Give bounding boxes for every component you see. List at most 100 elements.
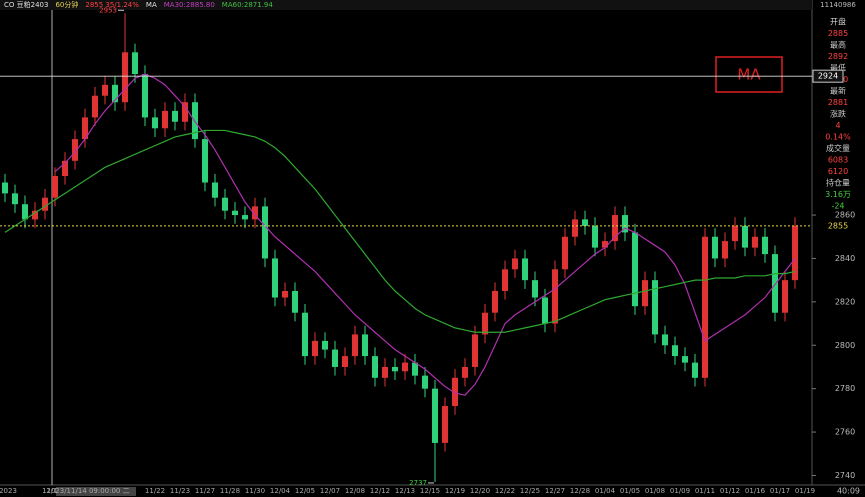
candle-body [572,219,578,237]
candle-body [742,225,748,248]
candle-body [382,366,388,378]
header-item: MA60:2871.94 [222,1,274,9]
ma-line [4,129,796,333]
annotation-box [715,56,783,93]
candle-body [582,219,588,226]
candle-body [722,241,728,259]
candle-body [662,334,668,346]
x-tick-label: 01/17 [770,487,790,495]
candle-body [282,291,288,298]
candle-body [412,362,418,376]
candle-body [212,182,218,198]
last-price: 2855 [828,221,848,230]
header-bar [0,0,812,10]
candle-body [302,312,308,357]
candle-body [762,236,768,255]
x-tick-label: 2023 [0,487,17,495]
ma-line [54,73,796,396]
candle-body [332,349,338,367]
header-item: MA [146,1,157,9]
candle-body [62,160,68,177]
x-tick-label: 12/20 [470,487,490,495]
y-tick-label: 2760 [835,428,855,437]
x-tick-label: 11/23 [170,487,190,495]
candle-body [522,258,528,281]
candle-body [452,377,458,407]
x-tick-label: 11/30 [245,487,265,495]
candle-body [752,236,758,248]
info-value: 2885 [828,29,848,38]
candle-body [232,210,238,216]
x-tick-label: 12/15 [420,487,440,495]
info-value: 2892 [828,52,848,61]
candle-body [92,95,98,118]
x-tick-label: 01/16 [745,487,766,495]
x-tick-label: 11/27 [195,487,215,495]
info-value: 4 [835,121,840,130]
candle-body [242,215,248,220]
candle-body [422,375,428,389]
annotation-text: MA [737,66,761,84]
x-tick-label: 12/22 [495,487,515,495]
candle-body [372,356,378,378]
x-tick-label: 01/11 [695,487,715,495]
x-tick-label: 01/05 [620,487,640,495]
candle-body [402,362,408,372]
info-value: 2881 [828,98,848,107]
candle-body [322,340,328,350]
candle-body [672,345,678,357]
x-tick-label: 12/04 [270,487,291,495]
candle-body [392,366,398,372]
corner-label: 40:09 [837,487,860,496]
candle-body [252,206,258,220]
candle-body [712,236,718,259]
x-tick-label: 11/22 [145,487,165,495]
candle-body [172,110,178,122]
candle-body [122,52,128,103]
candle-body [432,388,438,443]
candle-body [362,334,368,357]
x-tick-label: 12/05 [295,487,315,495]
candle-body [32,210,38,220]
candle-body [72,139,78,161]
candle-body [472,334,478,367]
x-tick-label: 11/1 [42,487,58,495]
candle-body [142,74,148,118]
info-value: 6120 [828,167,848,176]
info-value: 6083 [828,156,848,165]
crosshair-price: 2924 [818,72,838,81]
candle-body [442,406,448,443]
candle-body [352,334,358,357]
info-value: 3.16万 [825,190,851,199]
candle-body [102,84,108,96]
candle-body [12,193,18,205]
x-tick-label: 01/12 [720,487,740,495]
candle-body [692,362,698,378]
header-item: 60分钟 [55,0,78,9]
candle-body [152,117,158,129]
candle-body [42,197,48,211]
candle-body [772,254,778,313]
crosshair-date-bg [56,487,136,496]
x-tick-label: 11/28 [220,487,240,495]
candle-body [512,258,518,270]
y-tick-label: 2840 [835,254,855,263]
candle-body [82,117,88,140]
candle-body [542,297,548,324]
x-tick-label: 12/12 [370,487,390,495]
high-label: 2953 [99,6,117,14]
x-tick-label: 01/19 [795,487,815,495]
info-label: 持仓量 [826,178,850,188]
x-tick-label: 12/07 [320,487,340,495]
candle-body [502,269,508,292]
info-label: 最高 [830,40,846,50]
candle-body [622,215,628,233]
crosshair-price-box [812,69,844,83]
candle-body [482,312,488,335]
info-label: 最低 [830,63,846,73]
candle-body [132,52,138,75]
info-label: 成交量 [826,143,850,153]
candle-body [532,280,538,298]
candle-body [562,236,568,270]
header-item: MA30:2885.80 [164,1,215,9]
